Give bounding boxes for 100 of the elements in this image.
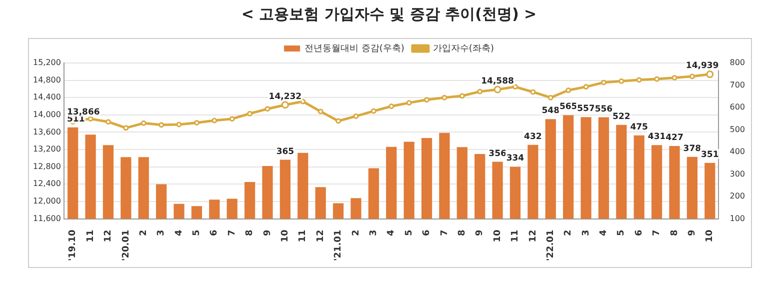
x-tick-label: 8	[457, 230, 468, 236]
y-tick-label: 13,600	[32, 127, 61, 136]
x-tick-label: '20.01	[121, 230, 132, 262]
point	[654, 76, 660, 82]
data-label: 351	[700, 150, 719, 160]
y-tick-label: 12,400	[32, 179, 61, 188]
x-tick-label: 4	[386, 230, 397, 236]
y2-tick-label: 400	[730, 147, 746, 156]
x-tick-label: 3	[156, 230, 167, 236]
x-tick-label: 6	[210, 230, 220, 236]
point	[140, 120, 146, 126]
y-tick-label: 12,800	[32, 162, 61, 171]
data-label: 548	[542, 106, 560, 116]
point	[123, 125, 129, 131]
x-tick-label: 6	[634, 230, 644, 236]
x-tick-label: 5	[616, 230, 627, 236]
point	[176, 122, 182, 128]
y2-tick-label: 200	[730, 192, 746, 201]
x-tick-label: '21.01	[334, 230, 344, 262]
y2-tick-label: 500	[730, 124, 746, 134]
legend-label: 전년동월대비 증감(우축)	[304, 44, 404, 54]
point	[636, 77, 642, 83]
data-label: 365	[276, 146, 294, 157]
y-tick-label: 14,800	[32, 75, 61, 84]
x-tick-label: 3	[369, 230, 380, 236]
point	[689, 74, 695, 80]
x-tick-label: 4	[599, 230, 610, 236]
point	[247, 110, 253, 116]
x-tick-label: 2	[351, 230, 362, 236]
y-tick-label: 11,600	[32, 214, 61, 223]
x-tick-label: 10	[492, 230, 503, 242]
point	[158, 122, 164, 128]
point	[388, 104, 394, 110]
data-label: 427	[666, 132, 684, 143]
point	[600, 80, 606, 86]
x-tick-label: 2	[138, 230, 149, 236]
data-label: 334	[506, 154, 524, 164]
point	[477, 88, 483, 94]
x-tick-label: 8	[670, 230, 680, 236]
x-tick-label: '22.01	[546, 230, 556, 262]
point	[212, 118, 218, 124]
point	[370, 108, 376, 114]
point	[406, 100, 412, 106]
y2-tick-label: 800	[730, 58, 746, 68]
data-label: 356	[488, 148, 506, 159]
data-label: 13,866	[66, 108, 100, 118]
data-label: 556	[594, 104, 613, 114]
y2-tick-label: 300	[730, 169, 746, 178]
point	[264, 106, 270, 112]
x-tick-label: 10	[280, 230, 291, 242]
point	[566, 88, 572, 94]
point	[530, 89, 536, 95]
x-tick-label: 11	[86, 230, 96, 242]
point	[548, 94, 554, 100]
point	[512, 84, 518, 90]
point	[229, 116, 235, 122]
point	[672, 74, 678, 80]
x-tick-label: '19.10	[68, 230, 78, 262]
point	[618, 78, 624, 84]
y-tick-label: 14,000	[32, 110, 61, 120]
x-tick-label: 9	[262, 230, 273, 236]
y2-tick-label: 600	[730, 102, 746, 112]
x-tick-label: 5	[404, 230, 414, 236]
x-tick-label: 3	[581, 230, 592, 236]
point	[583, 84, 589, 90]
y-tick-label: 15,200	[32, 58, 61, 68]
legend-label: 가입자수(좌축)	[432, 44, 494, 54]
data-label: 14,588	[481, 76, 514, 86]
y-tick-label: 14,400	[32, 92, 61, 102]
x-tick-label: 7	[227, 230, 238, 236]
point	[459, 93, 465, 99]
data-label: 557	[577, 104, 595, 114]
x-tick-label: 6	[422, 230, 432, 236]
point	[194, 120, 200, 126]
y-tick-label: 13,200	[32, 144, 61, 154]
x-tick-label: 7	[440, 230, 450, 236]
y2-tick-label: 700	[730, 80, 746, 90]
data-label: 432	[524, 132, 542, 142]
point	[336, 118, 342, 124]
data-label: 431	[648, 132, 666, 142]
y-tick-label: 12,000	[32, 196, 61, 206]
data-label: 522	[612, 112, 630, 122]
data-label: 378	[683, 144, 702, 154]
point	[353, 113, 359, 119]
x-tick-label: 10	[705, 230, 716, 242]
point	[442, 94, 448, 100]
x-tick-label: 7	[652, 230, 662, 236]
data-label: 14,939	[686, 61, 719, 72]
data-label: 565	[559, 102, 578, 112]
data-label: 14,232	[268, 92, 302, 102]
chart-title: < 고용보험 가입자수 및 증감 추이(천명) >	[241, 4, 537, 23]
point	[318, 108, 324, 114]
x-tick-label: 11	[510, 230, 521, 242]
x-tick-label: 12	[104, 230, 114, 242]
x-tick-label: 11	[298, 230, 308, 242]
point	[105, 119, 111, 125]
x-tick-label: 9	[475, 230, 486, 236]
y2-tick-label: 100	[730, 214, 746, 223]
data-label: 511	[66, 114, 85, 124]
point	[88, 116, 94, 122]
